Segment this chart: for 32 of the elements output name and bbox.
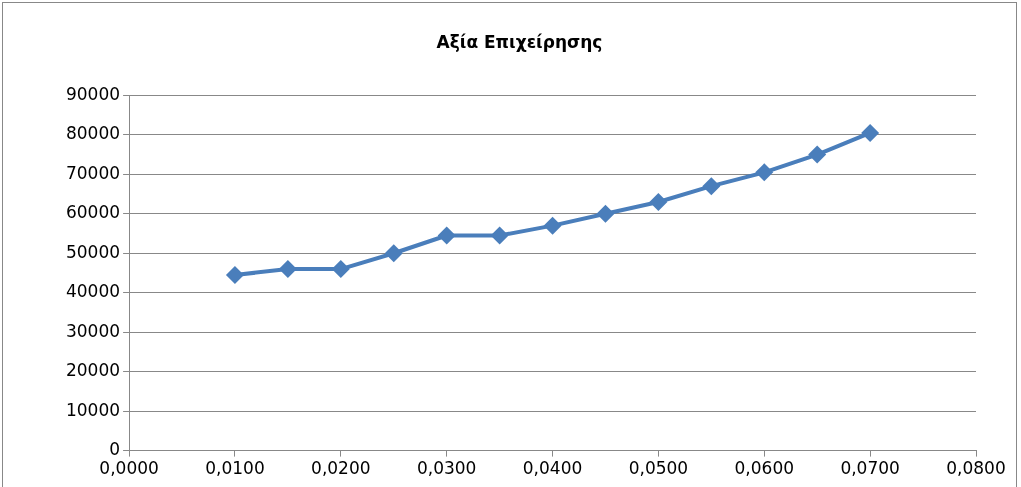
point <box>490 226 509 245</box>
y-tick-label: 40000 <box>65 281 121 302</box>
x-tick-label: 0,0500 <box>628 458 689 479</box>
point <box>755 163 774 182</box>
x-tick-label: 0,0400 <box>522 458 583 479</box>
y-tick-label: 60000 <box>65 202 121 223</box>
point <box>649 192 668 211</box>
x-tick-label: 0,0200 <box>311 458 371 479</box>
y-tick-label: 70000 <box>65 162 121 183</box>
y-tick-label: 50000 <box>65 241 121 262</box>
y-tick-label: 90000 <box>65 83 121 104</box>
point <box>596 204 615 223</box>
x-tick-label: 0,0000 <box>99 458 159 479</box>
point <box>437 226 456 245</box>
y-tick-label: 0 <box>109 439 121 460</box>
x-tick-label: 0,0600 <box>734 458 795 479</box>
point <box>384 244 403 263</box>
point <box>225 265 244 284</box>
point <box>278 260 297 279</box>
y-tick-label: 30000 <box>65 320 121 341</box>
point <box>808 145 827 164</box>
y-tick-label: 20000 <box>65 360 121 381</box>
x-tick-label: 0,0100 <box>205 458 265 479</box>
chart-title: Αξία Επιχείρησης <box>436 31 603 52</box>
y-tick-label: 80000 <box>65 123 121 144</box>
point <box>543 216 562 235</box>
x-tick-label: 0,0800 <box>946 458 1006 479</box>
point <box>861 123 880 142</box>
point <box>702 177 721 196</box>
y-tick-label: 10000 <box>65 399 121 420</box>
x-tick-label: 0,0300 <box>416 458 477 479</box>
x-tick-label: 0,0700 <box>840 458 900 479</box>
